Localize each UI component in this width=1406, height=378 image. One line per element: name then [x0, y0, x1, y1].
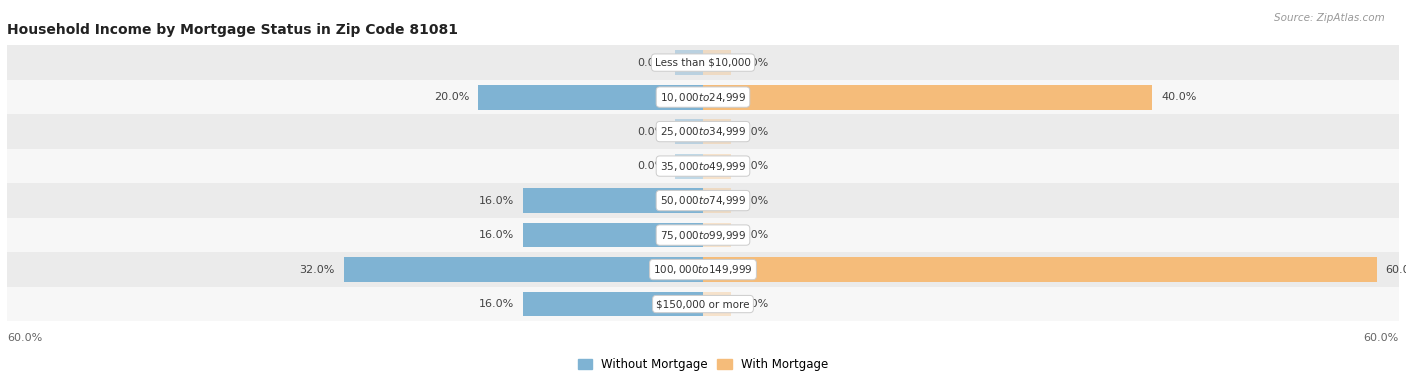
Bar: [703, 154, 731, 178]
Text: 40.0%: 40.0%: [1161, 92, 1197, 102]
Bar: [675, 154, 703, 178]
Bar: [7, 45, 1399, 80]
Text: $10,000 to $24,999: $10,000 to $24,999: [659, 91, 747, 104]
Bar: [703, 188, 731, 213]
Text: 0.0%: 0.0%: [740, 127, 768, 136]
Text: Source: ZipAtlas.com: Source: ZipAtlas.com: [1274, 13, 1385, 23]
Bar: [703, 50, 731, 75]
Bar: [675, 119, 703, 144]
Text: 32.0%: 32.0%: [299, 265, 335, 274]
Text: 0.0%: 0.0%: [740, 57, 768, 68]
Legend: Without Mortgage, With Mortgage: Without Mortgage, With Mortgage: [574, 354, 832, 376]
Text: 60.0%: 60.0%: [7, 333, 42, 343]
Bar: [7, 287, 1399, 321]
Text: 0.0%: 0.0%: [638, 57, 666, 68]
Text: 0.0%: 0.0%: [740, 195, 768, 206]
Bar: [703, 292, 731, 316]
Text: $25,000 to $34,999: $25,000 to $34,999: [659, 125, 747, 138]
Bar: [523, 292, 703, 316]
Text: 20.0%: 20.0%: [434, 92, 470, 102]
Text: Household Income by Mortgage Status in Zip Code 81081: Household Income by Mortgage Status in Z…: [7, 23, 458, 37]
Bar: [7, 80, 1399, 114]
Text: 60.0%: 60.0%: [1385, 265, 1406, 274]
Bar: [675, 50, 703, 75]
Text: $50,000 to $74,999: $50,000 to $74,999: [659, 194, 747, 207]
Bar: [7, 149, 1399, 183]
Text: 0.0%: 0.0%: [638, 161, 666, 171]
Bar: [523, 223, 703, 248]
Bar: [344, 257, 703, 282]
Text: 0.0%: 0.0%: [638, 127, 666, 136]
Text: 0.0%: 0.0%: [740, 299, 768, 309]
Text: $150,000 or more: $150,000 or more: [657, 299, 749, 309]
Bar: [523, 188, 703, 213]
Bar: [703, 223, 731, 248]
Text: 16.0%: 16.0%: [479, 230, 515, 240]
Text: $75,000 to $99,999: $75,000 to $99,999: [659, 229, 747, 242]
Bar: [703, 257, 1376, 282]
Text: 60.0%: 60.0%: [1364, 333, 1399, 343]
Bar: [7, 218, 1399, 253]
Bar: [7, 114, 1399, 149]
Text: 0.0%: 0.0%: [740, 161, 768, 171]
Bar: [478, 85, 703, 110]
Bar: [703, 119, 731, 144]
Text: Less than $10,000: Less than $10,000: [655, 57, 751, 68]
Bar: [703, 85, 1152, 110]
Text: $100,000 to $149,999: $100,000 to $149,999: [654, 263, 752, 276]
Text: 16.0%: 16.0%: [479, 299, 515, 309]
Text: 16.0%: 16.0%: [479, 195, 515, 206]
Bar: [7, 183, 1399, 218]
Bar: [7, 253, 1399, 287]
Text: 0.0%: 0.0%: [740, 230, 768, 240]
Text: $35,000 to $49,999: $35,000 to $49,999: [659, 160, 747, 173]
